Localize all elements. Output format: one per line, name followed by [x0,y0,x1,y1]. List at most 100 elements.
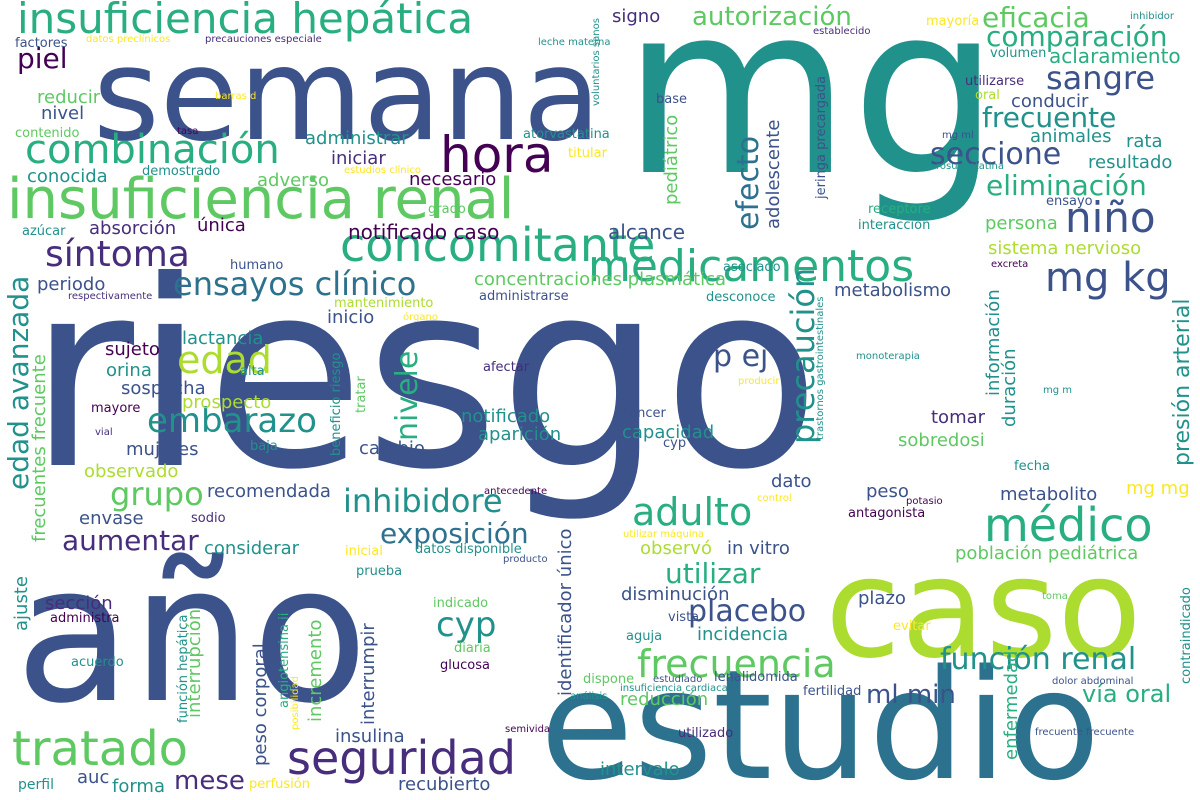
word-unica: única [197,215,246,236]
word-posibilidad: posibilidad [290,676,301,730]
word-estudiado: estudiado [653,674,703,685]
word-factores: factores [15,36,68,51]
word-dato: dato [771,471,812,492]
word-inhibidor: inhibidor [1130,11,1174,22]
word-sodio: sodio [191,511,226,526]
word-utilizado: utilizado [678,726,734,741]
word-demostrado: demostrado [142,164,221,179]
word-auc: auc [77,767,110,788]
word-aguja: aguja [626,629,663,644]
word-conducir: conducir [1011,91,1089,112]
word-potasio: potasio [906,496,943,507]
word-perfusion: perfusión [249,777,310,792]
word-metabolismo: metabolismo [834,280,952,301]
word-perfil: perfil [18,777,54,793]
word-inicial: inicial [345,544,383,559]
word-ajuste: ajuste [11,576,32,631]
word-frecuentes-frecuente: frecuentes frecuente [29,354,50,542]
word-grado: grado [428,202,466,217]
word-sintoma: síntoma [45,234,190,275]
word-edad: edad [177,338,272,382]
word-autorizacion: autorización [692,2,852,32]
word-atorvastatina: atorvastatina [523,127,610,142]
word-notificado: notificado [461,406,551,427]
word-interrupcion: interrupción [184,608,205,718]
word-sobredosi: sobredosi [898,430,985,451]
word-ano: año [15,524,369,745]
word-seguridad: seguridad [287,731,516,785]
word-datos-preclinicos: datos preclínicos [86,34,171,45]
word-orina: orina [106,360,152,381]
word-antecedente: antecedente [484,486,548,497]
word-lactancia: lactancia [182,328,264,349]
word-medicamentos: medicamentos [588,241,915,292]
word-ensayos-clinico: ensayos clínico [173,265,417,303]
word-precauciones-especiale: precauciones especiale [205,34,322,45]
word-absorcion: absorción [89,218,177,239]
word-interaccion: interacción [858,218,931,233]
word-adulto: adulto [632,490,753,534]
word-asociado: asociado [723,260,781,275]
word-efecto: efecto [731,135,766,230]
word-comparacion: comparación [986,20,1168,53]
word-producto: producto [503,554,548,565]
word-leche-materna: leche materna [538,37,611,48]
word-nivele: nivele [390,350,425,441]
word-desconoce: desconoce [706,290,776,305]
word-embarazo: embarazo [147,401,317,441]
word-producir: producir [738,376,780,387]
word-notificado-caso: notificado caso [348,220,500,244]
word-caso: caso [825,528,1142,689]
word-utilizar-maquina: utilizar máquina [623,529,705,540]
word-peso: peso [866,481,909,502]
word-presion-arterial: presión arterial [1170,298,1195,466]
word-identificador-unico: identificador único [555,528,576,696]
word-envase: envase [79,508,144,529]
word-mg-kg: mg kg [1045,255,1171,301]
word-trastornos-gastrointestinales: trastornos gastrointestinales [815,296,826,440]
word-contraindicado: contraindicado [1179,587,1194,684]
word-baja: baja [250,439,278,454]
word-glucosa: glucosa [440,658,490,673]
word-aclaramiento: aclaramiento [1049,44,1181,68]
word-volumen: volumen [990,46,1047,61]
word-periodo: periodo [37,274,106,295]
word-aumentar: aumentar [62,524,199,557]
word-reduccion: reducción [620,689,709,710]
word-resultado: resultado [1088,152,1173,173]
word-placebo: placebo [688,594,807,629]
word-lenalidomida: lenalidomida [714,670,798,685]
word-observo: observó [640,538,712,559]
word-analisis: análisis [570,691,608,702]
word-necesario: necesario [409,169,497,190]
word-alta: alta [240,364,265,379]
word-prueba: prueba [356,564,403,579]
word-observado: observado [84,461,179,482]
word-semivida: semivida [505,724,551,735]
word-via-oral: vía oral [1082,680,1172,708]
word-adverso: adverso [257,170,329,191]
word-afectar: afectar [483,360,530,375]
word-sangre: sangre [1046,59,1156,97]
word-plazo: plazo [858,588,906,609]
word-mg-ml: mg ml [942,130,974,141]
word-medico: médico [984,498,1153,552]
word-disminucion: disminución [621,584,730,605]
word-exposicion: exposición [380,517,529,550]
word-seccion: sección [45,593,113,614]
word-metabolito: metabolito [1000,484,1098,505]
word-mujeres: mujeres [126,439,199,460]
word-insuficiencia-cardiaca: insuficiencia cardiaca [620,683,728,694]
word-combinacion: combinación [25,127,280,173]
word-oral: oral [975,88,1000,103]
word-administra: administra [50,611,120,626]
word-frecuente-frecuente: frecuente frecuente [1035,727,1135,738]
word-estudio: estudio [540,637,1101,800]
word-riesgo: riesgo [28,226,821,526]
word-incidencia: incidencia [697,624,789,645]
word-eliminacion: eliminación [986,169,1147,202]
word-insuficiencia-renal: insuficiencia renal [7,167,515,232]
word-p-ej: p ej [713,339,769,374]
word-control: control [757,493,792,504]
word-acuerdo: acuerdo [71,655,124,670]
